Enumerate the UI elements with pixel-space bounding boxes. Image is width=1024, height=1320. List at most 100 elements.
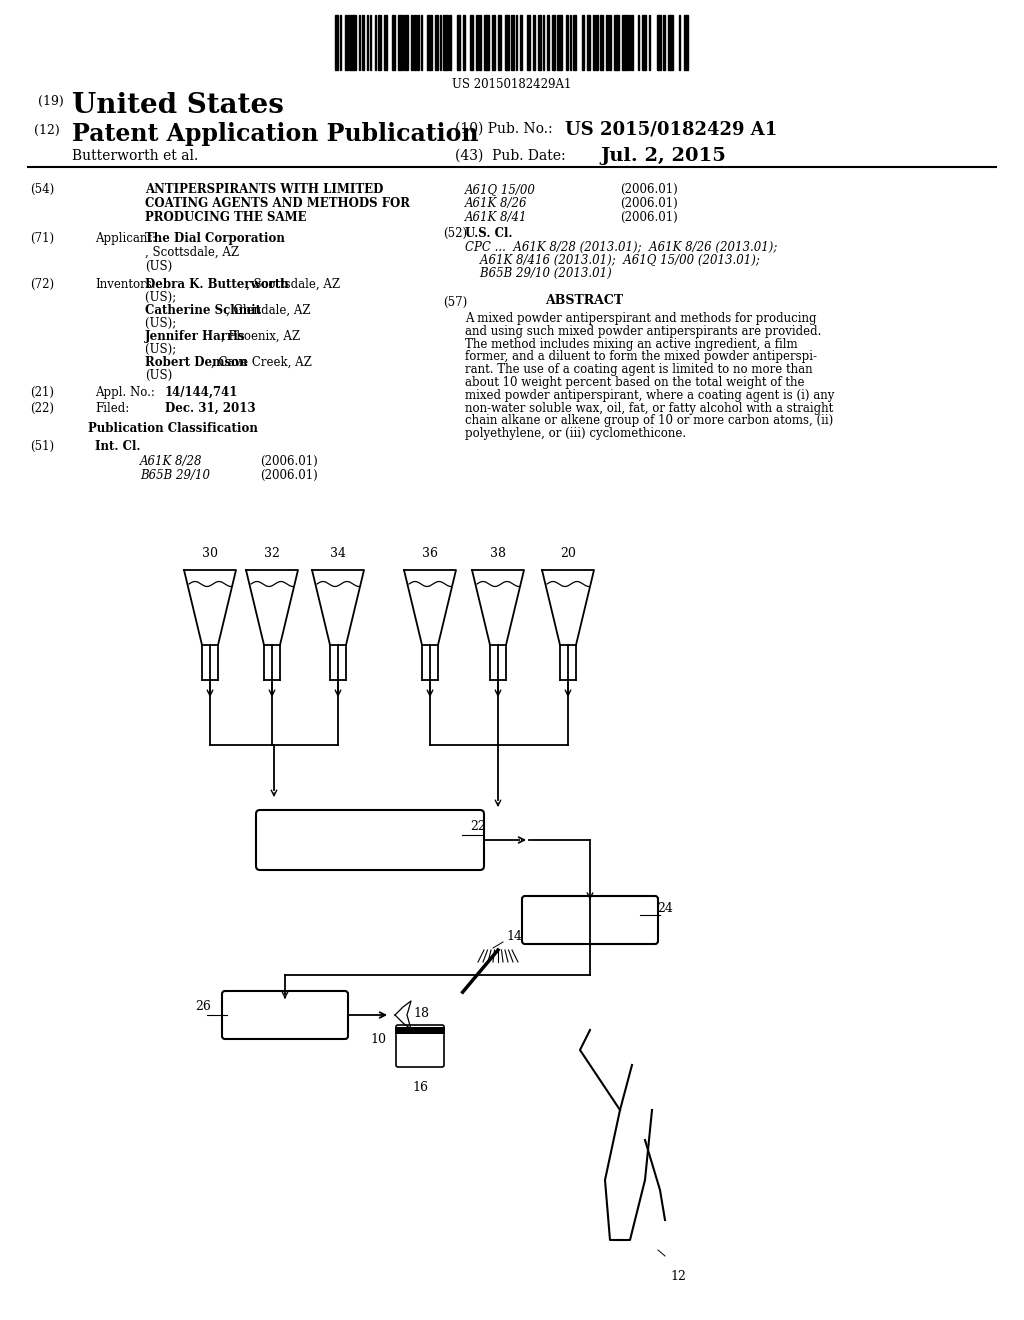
Text: (72): (72): [30, 279, 54, 290]
Bar: [479, 15, 481, 70]
Text: 32: 32: [264, 546, 280, 560]
Bar: [606, 15, 607, 70]
Text: United States: United States: [72, 92, 284, 119]
Text: The method includes mixing an active ingredient, a film: The method includes mixing an active ing…: [465, 338, 798, 351]
Text: 20: 20: [560, 546, 575, 560]
Bar: [335, 15, 338, 70]
Bar: [642, 15, 645, 70]
Text: 30: 30: [202, 546, 218, 560]
Bar: [435, 15, 438, 70]
Bar: [421, 15, 422, 70]
Bar: [484, 15, 488, 70]
Bar: [609, 15, 610, 70]
Text: , Glendale, AZ: , Glendale, AZ: [226, 304, 310, 317]
Bar: [398, 15, 401, 70]
Text: rant. The use of a coating agent is limited to no more than: rant. The use of a coating agent is limi…: [465, 363, 813, 376]
Text: Butterworth et al.: Butterworth et al.: [72, 149, 199, 162]
Text: (10) Pub. No.:: (10) Pub. No.:: [455, 121, 553, 136]
Text: (US);: (US);: [145, 290, 180, 304]
Text: Catherine Schmit: Catherine Schmit: [145, 304, 261, 317]
Text: and using such mixed powder antiperspirants are provided.: and using such mixed powder antiperspira…: [465, 325, 821, 338]
Text: Int. Cl.: Int. Cl.: [95, 440, 140, 453]
Text: , Scottsdale, AZ: , Scottsdale, AZ: [145, 246, 240, 259]
Bar: [392, 15, 395, 70]
Text: 24: 24: [657, 902, 673, 915]
Bar: [664, 15, 665, 70]
Bar: [557, 15, 561, 70]
Text: U.S. Cl.: U.S. Cl.: [465, 227, 512, 240]
Bar: [534, 15, 535, 70]
Bar: [548, 15, 549, 70]
Bar: [427, 15, 432, 70]
Bar: [614, 15, 618, 70]
Text: (2006.01): (2006.01): [620, 211, 678, 224]
Text: Jul. 2, 2015: Jul. 2, 2015: [600, 147, 726, 165]
Text: Debra K. Butterworth: Debra K. Butterworth: [145, 279, 289, 290]
FancyBboxPatch shape: [522, 896, 658, 944]
Text: A61K 8/41: A61K 8/41: [465, 211, 527, 224]
FancyBboxPatch shape: [222, 991, 348, 1039]
Text: 14: 14: [506, 931, 522, 942]
Text: (US);: (US);: [145, 343, 180, 356]
FancyBboxPatch shape: [396, 1026, 444, 1067]
Text: Appl. No.:: Appl. No.:: [95, 385, 155, 399]
Bar: [349, 15, 355, 70]
Ellipse shape: [612, 990, 668, 1060]
Bar: [361, 15, 364, 70]
Text: (2006.01): (2006.01): [620, 197, 678, 210]
Text: A61Q 15/00: A61Q 15/00: [465, 183, 536, 195]
Text: (2006.01): (2006.01): [260, 455, 317, 469]
Bar: [516, 15, 517, 70]
Text: Filed:: Filed:: [95, 403, 129, 414]
Text: 16: 16: [412, 1081, 428, 1094]
Text: 38: 38: [490, 546, 506, 560]
Text: US 2015/0182429 A1: US 2015/0182429 A1: [565, 120, 777, 139]
Text: mixed powder antiperspirant, where a coating agent is (i) any: mixed powder antiperspirant, where a coa…: [465, 389, 835, 401]
Bar: [395, 1027, 445, 1034]
Bar: [566, 15, 568, 70]
Bar: [593, 15, 595, 70]
Text: 18: 18: [413, 1007, 429, 1020]
Bar: [367, 15, 369, 70]
Bar: [552, 15, 555, 70]
Text: B65B 29/10 (2013.01): B65B 29/10 (2013.01): [465, 267, 611, 280]
Bar: [470, 15, 473, 70]
Bar: [679, 15, 681, 70]
Bar: [600, 15, 603, 70]
Text: A61K 8/26: A61K 8/26: [465, 197, 527, 210]
Text: (43)  Pub. Date:: (43) Pub. Date:: [455, 149, 565, 162]
Bar: [572, 15, 575, 70]
Bar: [411, 15, 413, 70]
Text: (US);: (US);: [145, 317, 180, 330]
Bar: [442, 15, 447, 70]
Text: , Scottsdale, AZ: , Scottsdale, AZ: [246, 279, 340, 290]
Bar: [476, 15, 477, 70]
Text: PRODUCING THE SAME: PRODUCING THE SAME: [145, 211, 306, 224]
Text: ABSTRACT: ABSTRACT: [545, 294, 624, 308]
Bar: [407, 15, 408, 70]
Text: (51): (51): [30, 440, 54, 453]
Bar: [464, 15, 465, 70]
Bar: [378, 15, 381, 70]
Text: (54): (54): [30, 183, 54, 195]
Text: (US): (US): [145, 260, 172, 273]
Text: about 10 weight percent based on the total weight of the: about 10 weight percent based on the tot…: [465, 376, 805, 389]
Bar: [569, 15, 571, 70]
Bar: [520, 15, 522, 70]
Text: 36: 36: [422, 546, 438, 560]
Text: Robert Demson: Robert Demson: [145, 356, 248, 370]
Text: Patent Application Publication: Patent Application Publication: [72, 121, 478, 147]
Text: (71): (71): [30, 232, 54, 246]
Bar: [538, 15, 541, 70]
Text: A mixed powder antiperspirant and methods for producing: A mixed powder antiperspirant and method…: [465, 312, 816, 325]
Text: , Cave Creek, AZ: , Cave Creek, AZ: [211, 356, 311, 370]
Bar: [543, 15, 544, 70]
Bar: [649, 15, 650, 70]
FancyBboxPatch shape: [256, 810, 484, 870]
Text: polyethylene, or (iii) cyclomethicone.: polyethylene, or (iii) cyclomethicone.: [465, 428, 686, 440]
Text: 22: 22: [470, 820, 485, 833]
Bar: [511, 15, 514, 70]
Bar: [439, 15, 441, 70]
Text: 12: 12: [670, 1270, 686, 1283]
Text: (57): (57): [443, 296, 467, 309]
